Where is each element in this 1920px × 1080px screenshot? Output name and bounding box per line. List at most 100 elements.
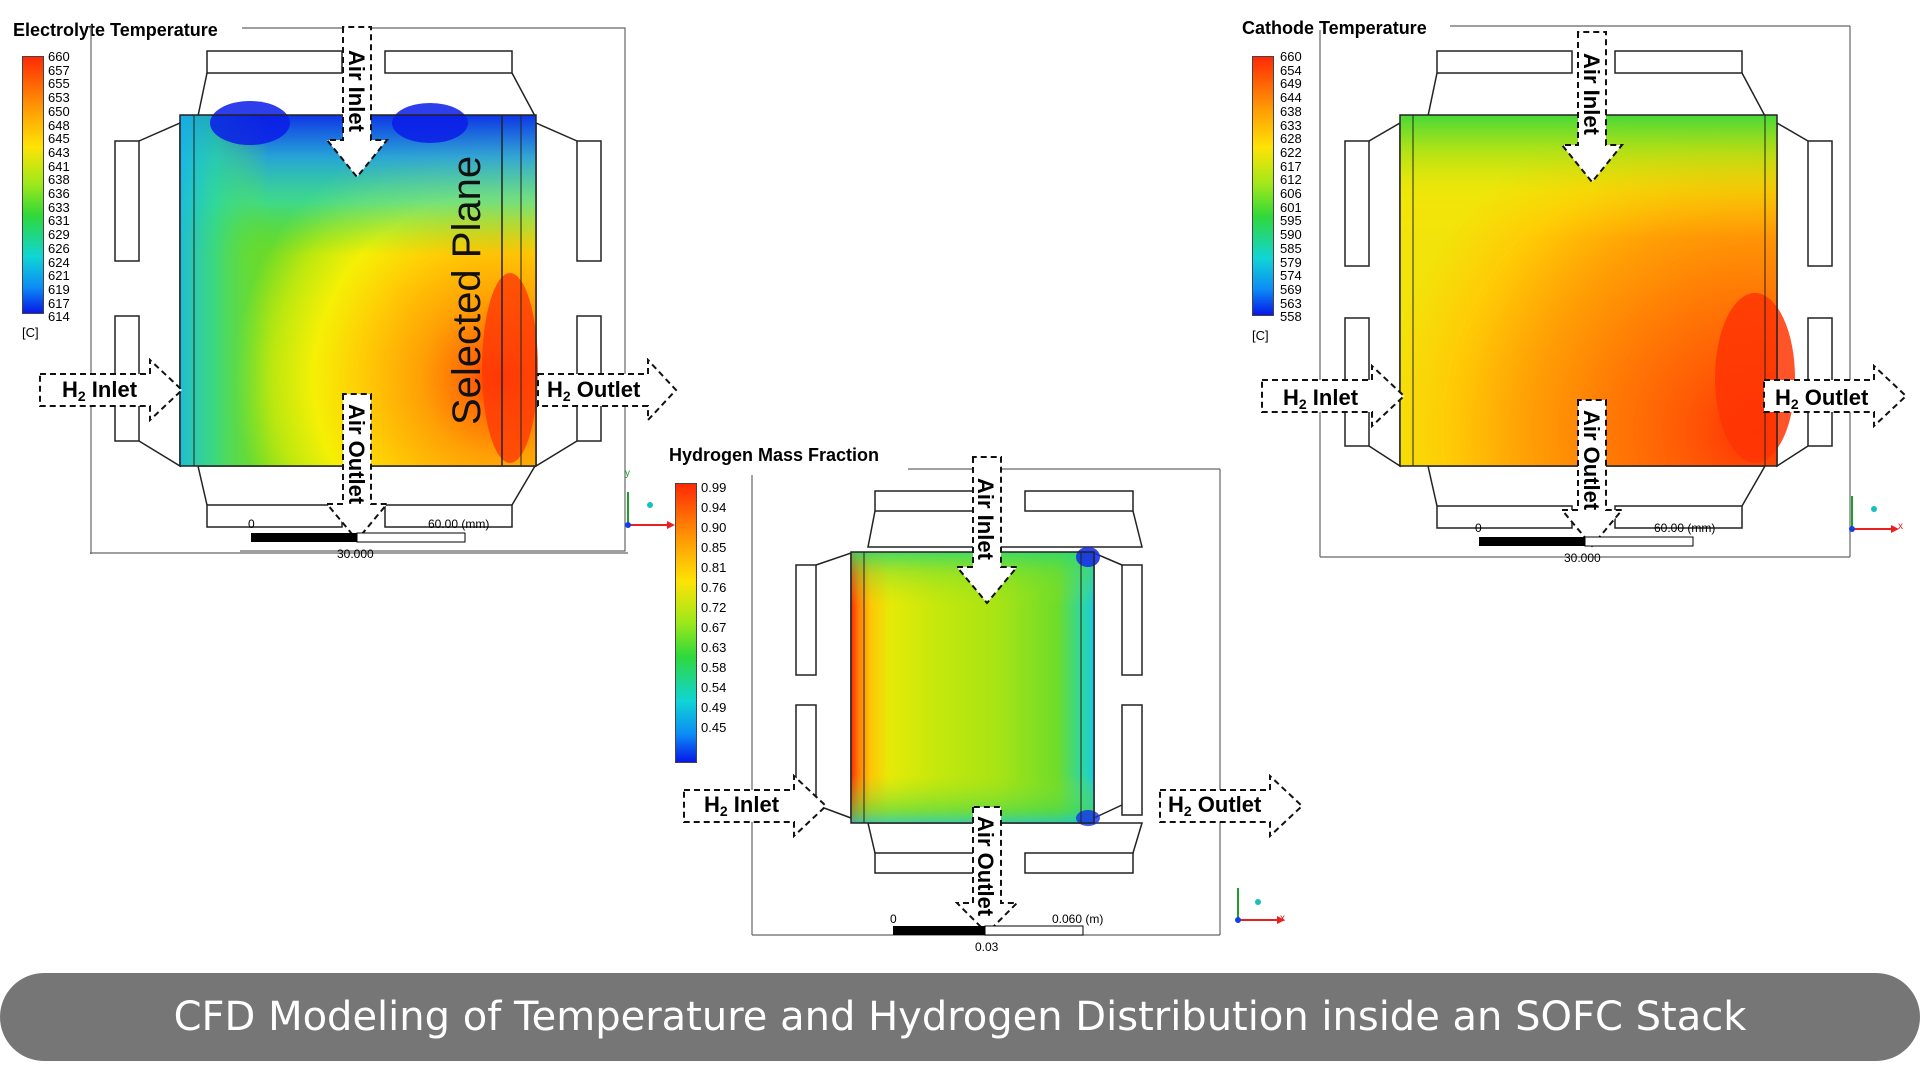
hydrogen-legend-value: 0.85	[701, 540, 727, 555]
cathode-h2-inlet-arrow	[1261, 364, 1406, 428]
hydrogen-legend-value: 0.63	[701, 640, 727, 655]
cathode-legend-value: 579	[1280, 254, 1302, 270]
electrolyte-colorbar	[22, 56, 44, 314]
cathode-unit-label: [C]	[1252, 328, 1269, 343]
cathode-scale-bar	[1479, 536, 1694, 547]
electrolyte-legend-value: 645	[48, 131, 70, 147]
cathode-legend-value: 590	[1280, 227, 1302, 243]
hydrogen-legend-values: 0.99 0.94 0.90 0.85 0.81 0.76 0.72 0.67 0.63 0.58…	[701, 478, 726, 738]
electrolyte-legend-value: 650	[48, 103, 70, 119]
electrolyte-h2-outlet-arrow	[537, 358, 678, 422]
electrolyte-frame	[240, 27, 626, 552]
hydrogen-scale-max: 0.060 (m)	[1052, 912, 1104, 926]
electrolyte-air-inlet-arrow	[325, 26, 389, 179]
electrolyte-legend-values: 660 657 655 653 650 648 645 643 641 638 636 633 631 6…	[48, 50, 70, 324]
cathode-legend-value: 628	[1280, 131, 1302, 147]
cathode-legend-value: 654	[1280, 62, 1302, 78]
cathode-temperature-panel: Cathode Temperature 660 654 649 644 638 633 62…	[1230, 0, 1920, 565]
electrolyte-scale-mid: 30.000	[337, 547, 374, 561]
electrolyte-legend-value: 617	[48, 295, 70, 311]
cathode-scale-max: 60.00 (mm)	[1654, 521, 1716, 535]
selected-plane-annotation: Selected Plane	[445, 155, 489, 425]
cathode-scale-0: 0	[1475, 521, 1482, 535]
electrolyte-legend-value: 641	[48, 158, 70, 174]
electrolyte-air-outlet-arrow	[325, 393, 389, 542]
cathode-legend-value: 617	[1280, 158, 1302, 174]
hydrogen-scale-0: 0	[890, 912, 897, 926]
hydrogen-legend-value: 0.99	[701, 480, 727, 495]
cathode-legend-value: 585	[1280, 240, 1302, 256]
caption-banner: CFD Modeling of Temperature and Hydrogen…	[0, 973, 1920, 1061]
hydrogen-h2-outlet-arrow	[1159, 774, 1304, 838]
electrolyte-scale-0: 0	[248, 517, 255, 531]
electrolyte-legend-value: 626	[48, 240, 70, 256]
hydrogen-legend-value: 0.76	[701, 580, 727, 595]
hydrogen-scale-mid: 0.03	[975, 940, 999, 954]
cathode-legend-values: 660 654 649 644 638 633 628 622 617 612 606 601 595 5…	[1280, 50, 1302, 324]
hydrogen-scale-bar	[893, 925, 1084, 936]
cathode-colorbar	[1252, 56, 1274, 316]
cathode-axis-x: x	[1898, 521, 1903, 532]
cathode-air-outlet-arrow	[1560, 399, 1624, 548]
cathode-h2-outlet-label: H2 Outlet	[1775, 385, 1869, 412]
electrolyte-legend-value: 619	[48, 281, 70, 297]
electrolyte-legend-value: 638	[48, 172, 70, 188]
electrolyte-legend-value: 648	[48, 117, 70, 133]
electrolyte-air-outlet-label: Air Outlet	[344, 404, 369, 505]
electrolyte-legend-value: 614	[48, 309, 70, 325]
electrolyte-air-inlet-label: Air Inlet	[344, 50, 369, 132]
cathode-h2-inlet-label: H2 Inlet	[1283, 385, 1359, 412]
cathode-frame	[1319, 25, 1851, 558]
electrolyte-panel-title: Electrolyte Temperature	[13, 20, 218, 40]
hydrogen-legend-value: 0.72	[701, 600, 727, 615]
hydrogen-axis-triad	[1235, 888, 1285, 924]
cathode-legend-value: 644	[1280, 90, 1302, 106]
electrolyte-legend-value: 653	[48, 90, 70, 106]
hydrogen-legend-value: 0.81	[701, 560, 727, 575]
cathode-legend-value: 569	[1280, 281, 1302, 297]
cathode-panel-title: Cathode Temperature	[1242, 18, 1427, 38]
cathode-legend-value: 633	[1280, 117, 1302, 133]
hydrogen-colorbar	[675, 483, 697, 763]
cathode-legend-value: 606	[1280, 186, 1302, 202]
cathode-air-outlet-label: Air Outlet	[1579, 410, 1604, 511]
cathode-legend-value: 660	[1280, 49, 1302, 64]
hydrogen-legend-value: 0.94	[701, 500, 727, 515]
electrolyte-legend-value: 629	[48, 227, 70, 243]
cathode-air-inlet-label: Air Inlet	[1579, 53, 1604, 135]
electrolyte-h2-inlet-label: H2 Inlet	[62, 377, 138, 404]
cathode-scale-mid: 30.000	[1564, 551, 1601, 565]
electrolyte-axis-y: y	[625, 468, 630, 479]
hydrogen-axis-x: x	[1280, 913, 1285, 924]
electrolyte-legend-value: 657	[48, 62, 70, 78]
cathode-legend-value: 574	[1280, 268, 1302, 284]
cathode-legend-value: 649	[1280, 76, 1302, 92]
hydrogen-h2-inlet-label: H2 Inlet	[704, 792, 780, 819]
cathode-h2-outlet-arrow	[1763, 364, 1908, 428]
cathode-legend-value: 638	[1280, 103, 1302, 119]
electrolyte-h2-inlet-arrow	[39, 358, 184, 422]
cathode-legend-value: 601	[1280, 199, 1302, 215]
electrolyte-legend-value: 631	[48, 213, 70, 229]
electrolyte-legend-value: 660	[48, 49, 70, 64]
hydrogen-legend-value: 0.54	[701, 680, 727, 695]
cathode-legend-value: 595	[1280, 213, 1302, 229]
electrolyte-legend-value: 633	[48, 199, 70, 215]
hydrogen-air-outlet-label: Air Outlet	[973, 816, 998, 917]
electrolyte-temperature-panel: Electrolyte Temperature 660 657 655 653 650 6…	[0, 0, 690, 561]
cathode-legend-value: 558	[1280, 309, 1302, 325]
electrolyte-legend-value: 636	[48, 186, 70, 202]
hydrogen-air-inlet-label: Air Inlet	[973, 478, 998, 560]
electrolyte-unit-label: [C]	[22, 325, 39, 340]
hydrogen-legend-value: 0.49	[701, 700, 727, 715]
hydrogen-h2-outlet-label: H2 Outlet	[1168, 792, 1262, 819]
hydrogen-air-outlet-arrow	[955, 806, 1019, 935]
hydrogen-mass-fraction-panel: Hydrogen Mass Fraction 0.99 0.94 0.90 0.85 0…	[660, 440, 1320, 954]
electrolyte-h2-outlet-label: H2 Outlet	[547, 377, 641, 404]
hydrogen-legend-value: 0.58	[701, 660, 727, 675]
cathode-legend-value: 622	[1280, 144, 1302, 160]
cathode-legend-value: 563	[1280, 295, 1302, 311]
electrolyte-legend-value: 655	[48, 76, 70, 92]
hydrogen-cell-geometry	[795, 490, 1144, 874]
electrolyte-legend-value: 643	[48, 144, 70, 160]
